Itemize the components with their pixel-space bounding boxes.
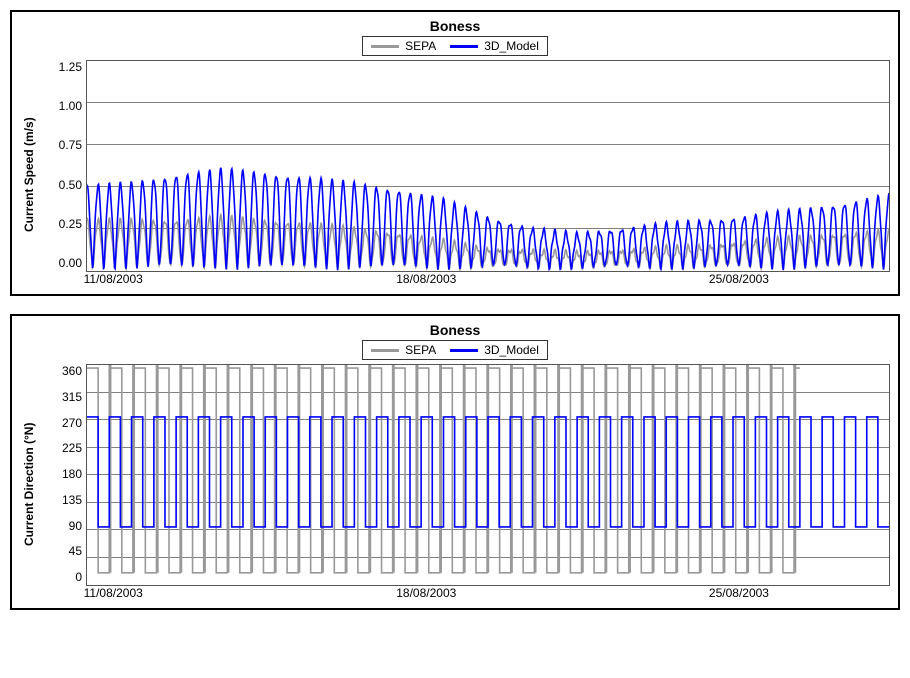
chart-panel-direction: Boness SEPA 3D_Model Current Direction (°N)… [10, 314, 900, 610]
y-tick: 135 [62, 493, 82, 507]
legend-swatch [371, 349, 399, 352]
y-tick: 0 [75, 570, 82, 584]
y-tick: 90 [69, 519, 82, 533]
legend: SEPA 3D_Model [362, 36, 548, 56]
y-tick: 0.75 [59, 138, 82, 152]
series-3D_Model [87, 168, 889, 270]
legend-label: SEPA [405, 39, 436, 53]
x-tick: 25/08/2003 [709, 586, 769, 600]
legend-label: 3D_Model [484, 343, 539, 357]
chart-title: Boness [20, 322, 890, 338]
x-tick: 11/08/2003 [84, 272, 143, 286]
y-tick: 360 [62, 364, 82, 378]
y-axis-label: Current Speed (m/s) [20, 60, 38, 290]
x-tick: 25/08/2003 [709, 272, 769, 286]
legend-item: SEPA [371, 39, 436, 53]
legend-swatch [450, 45, 478, 48]
legend-swatch [371, 45, 399, 48]
legend-label: 3D_Model [484, 39, 539, 53]
chart-panel-speed: Boness SEPA 3D_Model Current Speed (m/s) 1.2… [10, 10, 900, 296]
y-tick: 180 [62, 467, 82, 481]
legend-label: SEPA [405, 343, 436, 357]
y-axis-label: Current Direction (°N) [20, 364, 38, 604]
legend-item: 3D_Model [450, 39, 539, 53]
plot-area [86, 364, 890, 586]
legend: SEPA 3D_Model [362, 340, 548, 360]
x-tick: 11/08/2003 [84, 586, 143, 600]
legend-swatch [450, 349, 478, 352]
legend-item: SEPA [371, 343, 436, 357]
series-3D_Model [87, 417, 889, 527]
y-tick: 270 [62, 416, 82, 430]
x-tick: 18/08/2003 [396, 272, 456, 286]
y-tick: 0.00 [59, 256, 82, 270]
x-tick: 18/08/2003 [396, 586, 456, 600]
plot-area [86, 60, 890, 272]
y-tick: 1.00 [59, 99, 82, 113]
y-tick: 0.50 [59, 178, 82, 192]
legend-item: 3D_Model [450, 343, 539, 357]
chart-title: Boness [20, 18, 890, 34]
y-tick: 225 [62, 441, 82, 455]
y-tick: 45 [69, 544, 82, 558]
y-tick: 315 [62, 390, 82, 404]
y-tick: 1.25 [59, 60, 82, 74]
y-tick: 0.25 [59, 217, 82, 231]
